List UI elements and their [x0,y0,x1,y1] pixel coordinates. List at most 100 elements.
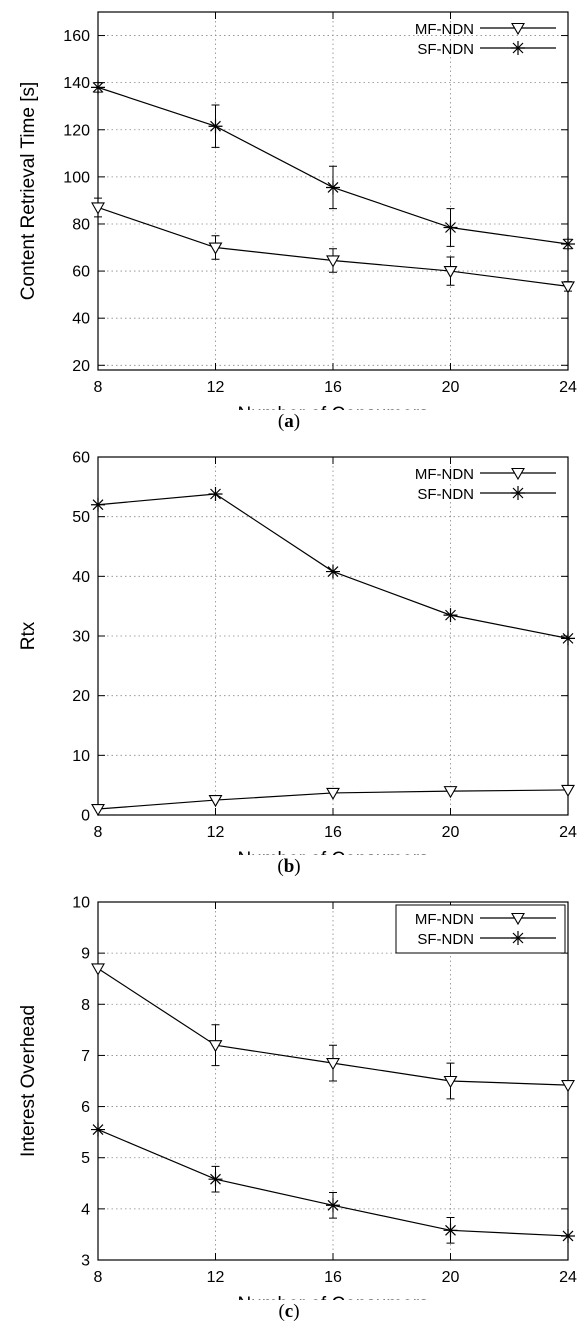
chart-c-point-1-4 [561,1228,575,1243]
chart-b: 8 12 16 20 24 0 10 20 30 40 50 60 Number of Consumer… [18,450,577,856]
chart-c-legend-label-1: SF-NDN [417,931,474,948]
chart-c-ytick-label-1: 4 [81,1201,90,1218]
chart-a-series-mf-ndn [91,197,575,294]
chart-b-point-0-4 [561,784,575,798]
chart-b-legend: MF-NDN SF-NDN [415,466,556,503]
chart-b-ytick-label-1: 10 [72,748,90,765]
caption-b-label: b [283,856,295,877]
chart-a-ytick-label-7: 160 [63,28,90,45]
chart-a-ylabel: Content Retrieval Time [s] [18,82,39,301]
chart-c-xtick-label-2: 16 [324,1269,342,1286]
chart-a-xlabel: Number of Consumers [237,404,428,410]
chart-b-xtick-label-2: 16 [324,824,342,841]
chart-c-point-0-1 [208,1040,223,1053]
chart-b-point-1-1 [208,486,223,501]
chart-a-xtick-label-3: 20 [442,379,460,396]
chart-c-xlabel: Number of Consumers [237,1294,428,1300]
chart-c-ytick-label-4: 7 [81,1048,90,1065]
chart-c-ylabel: Interest Overhead [18,1005,39,1157]
chart-c-series-sf-ndn [91,1122,575,1244]
chart-c-point-0-3 [443,1075,458,1089]
caption-a: (a) [277,411,301,432]
chart-c-ytick-label-6: 9 [81,946,90,963]
chart-b-series-sf-ndn [91,486,575,646]
chart-a-point-0-4 [561,281,575,294]
chart-c-legend-marker-0 [511,912,525,926]
chart-a-legend-marker-0 [511,22,525,36]
chart-b-ytick-label-3: 30 [72,629,90,646]
caption-c-label: c [284,1301,294,1322]
chart-b-point-1-2 [326,564,340,579]
chart-panel-a: 8 12 16 20 24 20 40 60 80 100 120 140 160 Number of C… [0,0,578,445]
chart-b-legend-marker-1 [511,486,525,500]
chart-b-point-0-2 [326,787,340,801]
chart-b-xtick-label-0: 8 [94,824,103,841]
chart-c-xtick-label-3: 20 [442,1269,460,1286]
chart-c-point-1-2 [326,1198,340,1213]
chart-a-ytick-label-5: 120 [63,122,90,139]
chart-b-legend-label-0: MF-NDN [415,466,474,483]
chart-panel-b: 8 12 16 20 24 0 10 20 30 40 50 60 Number of Consumer… [0,445,578,890]
chart-a-series-sf-ndn [91,80,575,251]
chart-c-grid [98,902,568,1260]
chart-a-legend-label-0: MF-NDN [415,21,474,38]
chart-c-ytick-label-2: 5 [81,1150,90,1167]
chart-b-ylabel: Rtx [18,621,39,650]
chart-b-xlabel: Number of Consumers [237,849,428,855]
chart-c-legend-label-0: MF-NDN [415,911,474,928]
chart-c-xtick-label-0: 8 [94,1269,103,1286]
chart-c-legend-box [395,904,566,954]
chart-a-point-0-2 [326,255,340,268]
chart-a-ytick-label-6: 140 [63,75,90,92]
chart-a-xtick-label-2: 16 [324,379,342,396]
chart-c-legend-marker-1 [511,931,525,945]
chart-c-point-0-2 [326,1058,340,1071]
chart-a-legend-label-1: SF-NDN [417,41,474,58]
chart-c-ytick-label-7: 10 [72,895,90,912]
chart-a-xtick-label-4: 24 [559,379,577,396]
chart-a-xtick-label-1: 12 [207,379,225,396]
chart-a-ytick-label-4: 100 [63,169,90,186]
chart-c-point-0-0 [91,963,105,976]
chart-a-point-1-3 [443,220,458,235]
chart-c-point-1-3 [443,1223,458,1238]
chart-b-ytick-label-6: 60 [72,450,90,467]
chart-b-legend-label-1: SF-NDN [417,486,474,503]
chart-a: 8 12 16 20 24 20 40 60 80 100 120 140 160 Number of C… [18,11,577,410]
chart-c-legend: MF-NDN SF-NDN [395,904,566,954]
chart-b-series-mf-ndn [91,784,575,817]
chart-c-xtick-label-1: 12 [207,1269,225,1286]
chart-b-point-0-0 [91,803,105,817]
chart-c-point-0-4 [561,1080,575,1093]
chart-b-legend-marker-0 [511,467,525,481]
chart-b-ytick-label-4: 40 [72,569,90,586]
chart-c-ytick-label-5: 8 [81,997,90,1014]
chart-b-ytick-label-0: 0 [81,808,90,825]
chart-a-ytick-label-0: 20 [72,358,90,375]
chart-b-point-1-3 [443,608,458,623]
chart-b-xtick-label-1: 12 [207,824,225,841]
chart-a-point-0-1 [208,242,223,255]
chart-b-point-0-3 [443,786,458,799]
chart-b-ytick-label-2: 20 [72,688,90,705]
caption-b: (b) [277,856,301,877]
chart-c-ytick-label-3: 6 [81,1099,90,1116]
chart-c-series-mf-ndn [91,963,575,1100]
chart-b-point-1-4 [561,631,575,646]
chart-a-ytick-label-1: 40 [72,311,90,328]
chart-a-legend: MF-NDN SF-NDN [415,21,556,58]
chart-a-point-1-0 [91,80,105,95]
chart-panel-c: 8 12 16 20 24 3 4 5 6 7 8 9 10 Number of Consumers Int… [0,890,578,1335]
chart-a-point-1-4 [561,236,575,251]
chart-b-xtick-label-4: 24 [559,824,577,841]
chart-a-legend-marker-1 [511,41,525,55]
chart-a-ytick-label-2: 60 [72,264,90,281]
chart-c-xtick-label-4: 24 [559,1269,577,1286]
chart-b-xtick-label-3: 20 [442,824,460,841]
chart-b-ytick-label-5: 50 [72,509,90,526]
chart-b-point-1-0 [91,497,105,512]
chart-a-point-0-0 [91,202,105,215]
chart-a-xtick-label-0: 8 [94,379,103,396]
caption-c: (c) [278,1301,300,1322]
chart-a-point-1-1 [208,119,223,134]
